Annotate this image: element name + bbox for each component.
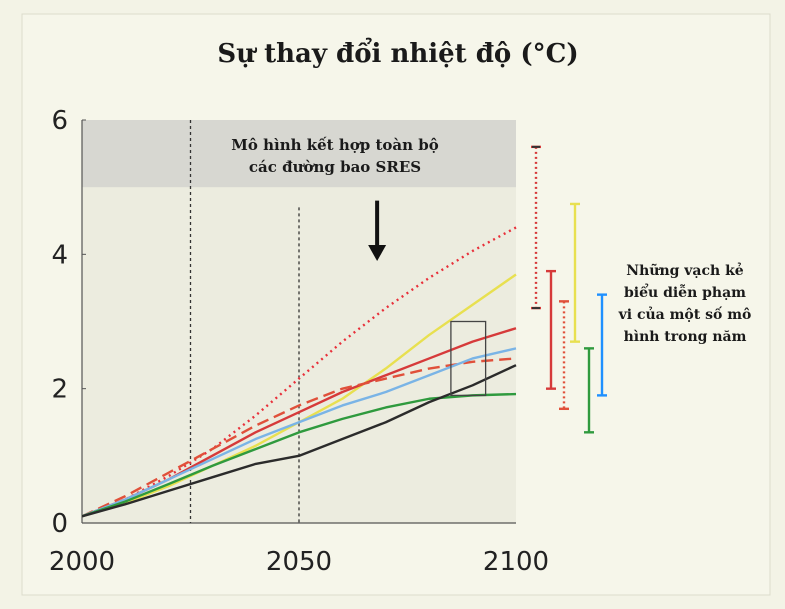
y-tick-label: 2 (51, 375, 68, 405)
x-tick-label: 2050 (266, 547, 332, 577)
y-tick-label: 0 (51, 509, 68, 539)
annotation-top: Mô hình kết hợp toàn bộ các đường bao SRE… (231, 136, 438, 176)
y-tick-label: 6 (51, 106, 68, 136)
chart-title: Sự thay đổi nhiệt độ (°C) (217, 37, 578, 69)
y-tick-label: 4 (51, 240, 68, 270)
annotation-top-line: Mô hình kết hợp toàn bộ (231, 136, 438, 154)
x-tick-label: 2000 (49, 547, 115, 577)
series-line-6 (81, 364, 517, 518)
x-tick-label: 2100 (483, 547, 549, 577)
annotation-right-line: vi của một số mô (618, 305, 752, 323)
annotation-top-line: các đường bao SRES (249, 158, 421, 176)
annotation-right: Những vạch kẻ biểu diễn phạm vi của một số… (618, 262, 752, 345)
series-line-4 (81, 347, 517, 518)
annotation-right-line: biểu diễn phạm (624, 283, 746, 301)
annotation-right-line: hình trong năm (624, 329, 747, 345)
sres-envelope-band (82, 120, 516, 188)
series-line-3 (81, 357, 517, 518)
series-line-0 (81, 226, 517, 518)
plot-area: 0 2 4 6 2000 2050 2100 (49, 106, 607, 577)
arrow-head (368, 245, 387, 262)
annotation-right-line: Những vạch kẻ (626, 262, 743, 279)
highlight-box (450, 320, 487, 397)
